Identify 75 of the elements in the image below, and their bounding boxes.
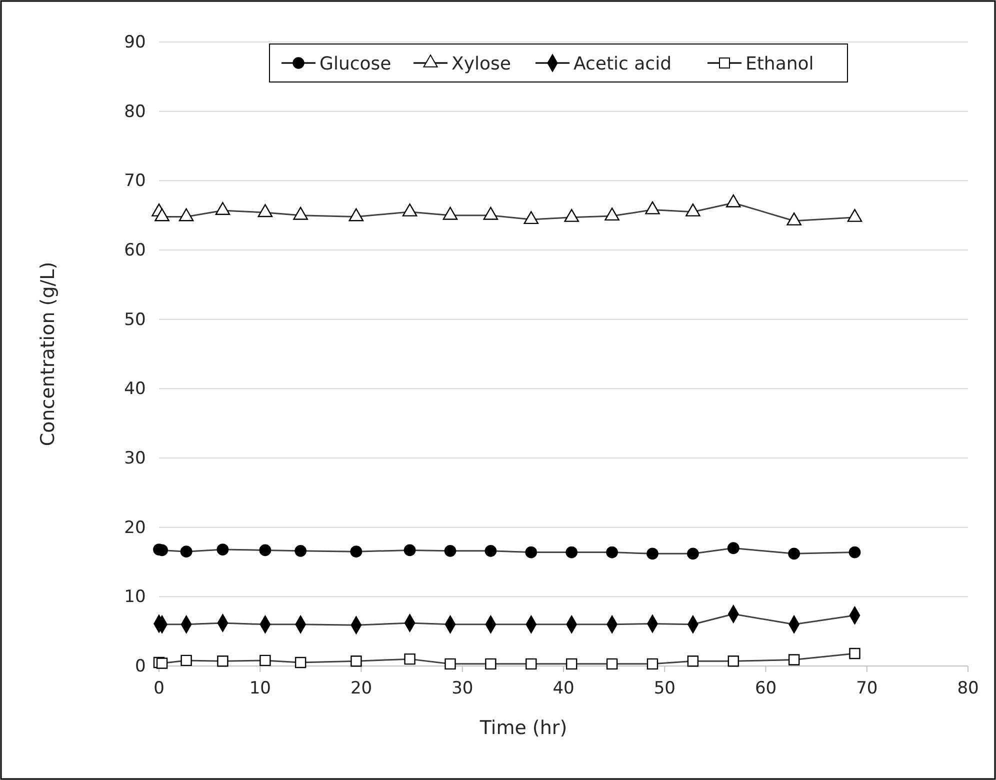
- y-axis-title: Concentration (g/L): [37, 262, 59, 446]
- point: [726, 194, 741, 208]
- legend-label: Ethanol: [746, 53, 814, 74]
- point: [178, 208, 194, 222]
- point: [788, 548, 800, 560]
- y-tick-label: 30: [124, 448, 146, 468]
- point: [350, 656, 362, 667]
- point: [728, 656, 739, 667]
- y-tick-label: 0: [134, 656, 146, 676]
- point: [404, 544, 416, 556]
- point: [849, 648, 860, 660]
- point: [686, 548, 699, 560]
- point: [786, 212, 802, 226]
- point: [258, 204, 273, 218]
- legend-label: Acetic acid: [574, 53, 672, 74]
- point: [525, 546, 538, 558]
- point: [154, 208, 170, 222]
- point: [444, 544, 456, 557]
- point: [727, 542, 740, 554]
- point: [348, 208, 364, 222]
- point: [566, 658, 578, 670]
- legend-label: Glucose: [320, 53, 392, 74]
- x-tick-label: 60: [754, 678, 777, 699]
- point: [606, 658, 618, 670]
- point: [402, 203, 418, 216]
- point: [566, 546, 578, 558]
- x-tick-label: 50: [654, 678, 676, 699]
- x-tick-label: 30: [452, 678, 474, 699]
- x-axis-title: Time (hr): [478, 717, 568, 739]
- point: [217, 656, 228, 667]
- point: [294, 656, 306, 668]
- point: [294, 544, 307, 557]
- y-tick-label: 40: [124, 379, 146, 400]
- point: [442, 206, 458, 220]
- point: [646, 658, 658, 670]
- point: [484, 544, 497, 557]
- point: [564, 208, 579, 222]
- point: [686, 203, 700, 216]
- point: [216, 544, 229, 556]
- point: [180, 546, 192, 558]
- point: [848, 546, 861, 558]
- y-tick-label: 60: [124, 240, 146, 260]
- x-tick-label: 80: [957, 678, 979, 699]
- y-tick-label: 70: [124, 171, 146, 192]
- x-tick-label: 40: [552, 678, 574, 699]
- point: [526, 658, 537, 670]
- x-tick-label: 70: [856, 678, 878, 699]
- y-tick-label: 50: [124, 310, 146, 330]
- point: [215, 202, 230, 216]
- point: [646, 548, 658, 560]
- point: [788, 654, 800, 666]
- point: [180, 654, 192, 666]
- point: [524, 211, 539, 224]
- point: [606, 546, 618, 558]
- point: [156, 658, 168, 669]
- y-tick-label: 20: [124, 518, 146, 538]
- x-tick-label: 0: [154, 678, 164, 699]
- point: [444, 658, 456, 670]
- y-tick-label: 80: [124, 102, 146, 122]
- point: [404, 653, 416, 665]
- y-tick-label: 90: [124, 32, 146, 52]
- legend-label: Xylose: [452, 53, 511, 74]
- point: [293, 206, 308, 220]
- point: [350, 546, 362, 558]
- point: [847, 208, 862, 222]
- x-tick-label: 20: [350, 678, 372, 699]
- point: [485, 658, 496, 670]
- point: [645, 201, 660, 214]
- y-tick-label: 10: [124, 587, 146, 608]
- point: [687, 656, 699, 667]
- point: [483, 206, 498, 220]
- point: [260, 654, 271, 666]
- x-tick-label: 10: [249, 678, 271, 699]
- point: [604, 208, 620, 221]
- point: [259, 544, 272, 556]
